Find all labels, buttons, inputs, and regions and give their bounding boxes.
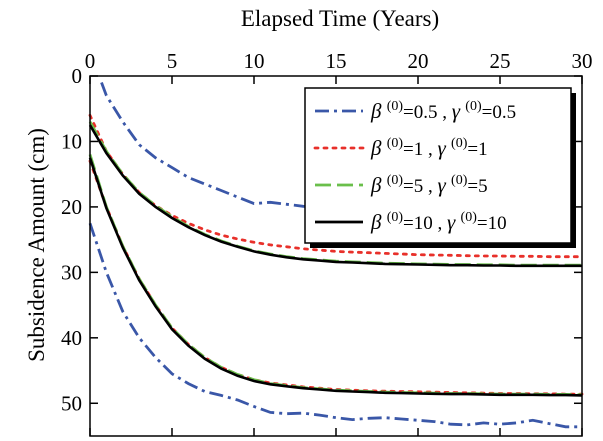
- plot-frame: [89, 75, 583, 437]
- series-line-4-curve-2: [88, 157, 583, 397]
- x-tick-label: 5: [167, 49, 178, 73]
- y-tick-label: 20: [61, 195, 82, 219]
- series-layer: [88, 82, 584, 429]
- x-tick-label: 15: [326, 49, 347, 73]
- series-line-1-curve-2: [88, 222, 582, 429]
- series-line-4-curve-1: [88, 124, 582, 268]
- series-line-1-curve-1: [100, 82, 337, 211]
- legend-label-2: β (0)=1 , γ (0)=1: [370, 136, 488, 160]
- x-tick-label: 25: [490, 49, 511, 73]
- y-tick-label: 0: [72, 64, 83, 88]
- legend-box: [304, 87, 572, 244]
- y-tick-label: 40: [61, 326, 82, 350]
- y-axis-title: Subsidence Amount (cm): [24, 128, 49, 362]
- x-tick-label: 10: [244, 49, 265, 73]
- x-tick-label: 30: [572, 49, 593, 73]
- legend-label-4: β (0)=10 , γ (0)=10: [370, 210, 507, 234]
- x-tick-label: 0: [85, 49, 96, 73]
- y-tick-label: 50: [61, 391, 82, 415]
- ticks-layer: 0 5 10 15 20 25 30 0 10 20 30 40 50: [61, 49, 593, 436]
- y-tick-label: 10: [61, 129, 82, 153]
- legend-label-3: β (0)=5 , γ (0)=5: [370, 173, 488, 197]
- legend: β (0)=0.5 , γ (0)=0.5 β (0)=1 , γ (0)=1 β …: [304, 87, 576, 248]
- y-tick-label: 30: [61, 260, 82, 284]
- legend-label-1: β (0)=0.5 , γ (0)=0.5: [370, 99, 516, 123]
- x-axis-title: Elapsed Time (Years): [241, 6, 439, 31]
- x-tick-label: 20: [408, 49, 429, 73]
